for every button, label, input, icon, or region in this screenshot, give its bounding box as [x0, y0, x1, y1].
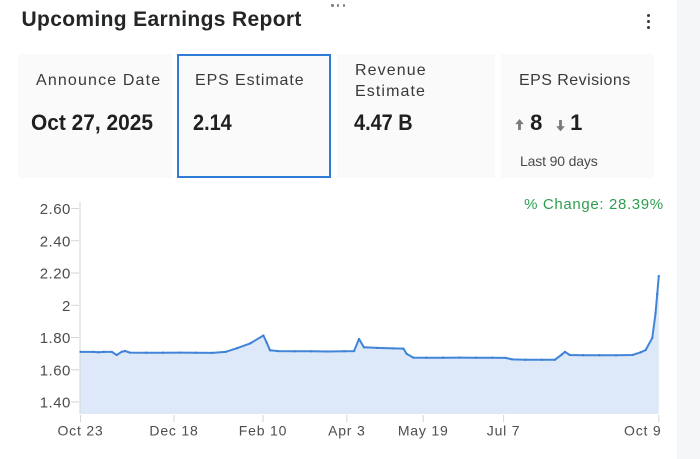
svg-text:1.80: 1.80 — [40, 330, 71, 347]
svg-text:2.20: 2.20 — [40, 266, 71, 283]
svg-text:2: 2 — [62, 298, 71, 315]
svg-text:Dec 18: Dec 18 — [149, 423, 198, 439]
svg-text:Oct 23: Oct 23 — [57, 423, 103, 439]
svg-text:Apr 3: Apr 3 — [328, 423, 365, 439]
svg-text:1.60: 1.60 — [40, 363, 71, 380]
svg-text:% Change: 28.39%: % Change: 28.39% — [524, 196, 664, 213]
svg-text:1.40: 1.40 — [40, 395, 71, 412]
svg-text:2.60: 2.60 — [40, 201, 71, 218]
svg-text:Jul 7: Jul 7 — [487, 423, 521, 439]
svg-text:Feb 10: Feb 10 — [239, 423, 287, 439]
svg-text:May 19: May 19 — [398, 423, 449, 439]
svg-text:Oct 9: Oct 9 — [624, 423, 661, 439]
svg-text:2.40: 2.40 — [40, 233, 71, 250]
